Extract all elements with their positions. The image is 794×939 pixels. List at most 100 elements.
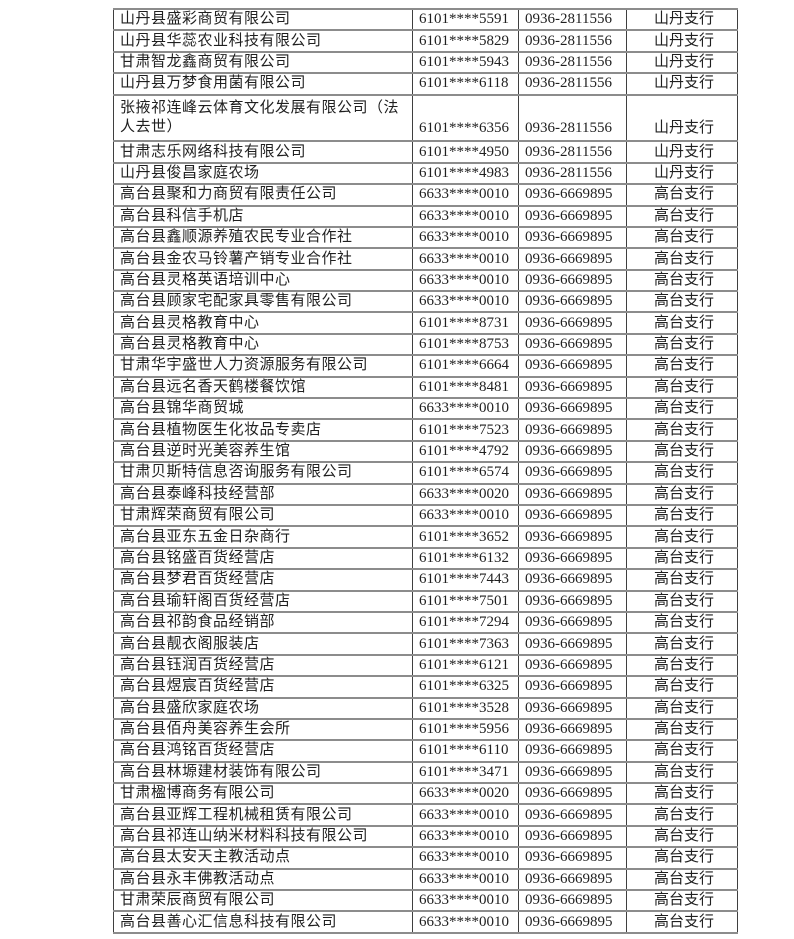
account-cell: 6101****3652 [412, 525, 519, 549]
company-name-cell: 张掖祁连峰云体育文化发展有限公司（法人去世） [113, 93, 413, 143]
company-name-cell: 高台县祁连山纳米材料科技有限公司 [113, 824, 413, 849]
company-name-cell: 甘肃楹博商务有限公司 [113, 782, 413, 806]
branch-cell: 山丹支行 [626, 161, 738, 186]
table-row: 高台县顾家宅配家具零售有限公司 6633****0010 0936-6669895 高… [113, 290, 738, 314]
table-row: 高台县善心汇信息科技有限公司 6633****0010 0936-6669895 高台… [113, 910, 738, 934]
table-row: 高台县亚辉工程机械租赁有限公司 6633****0010 0936-6669895 高… [113, 803, 738, 827]
account-cell: 6101****8731 [412, 311, 519, 335]
company-name-cell: 高台县亚东五金日杂商行 [113, 525, 413, 549]
branch-cell: 高台支行 [626, 717, 738, 742]
branch-cell: 高台支行 [626, 546, 738, 571]
phone-cell: 0936-6669895 [518, 332, 627, 357]
branch-cell: 高台支行 [626, 461, 738, 485]
company-name-cell: 山丹县盛彩商贸有限公司 [113, 7, 413, 32]
account-cell: 6633****0010 [412, 247, 519, 271]
branch-cell: 高台支行 [626, 696, 738, 720]
account-cell: 6633****0010 [412, 268, 519, 293]
account-cell: 6633****0010 [412, 290, 519, 314]
account-cell: 6101****7523 [412, 418, 519, 442]
phone-cell: 0936-6669895 [518, 546, 627, 571]
account-cell: 6633****0010 [412, 846, 519, 870]
company-name-cell: 高台县盛欣家庭农场 [113, 696, 413, 720]
branch-cell: 高台支行 [626, 397, 738, 421]
phone-cell: 0936-2811556 [518, 161, 627, 186]
branch-cell: 高台支行 [626, 204, 738, 228]
company-name-cell: 山丹县华蕊农业科技有限公司 [113, 29, 413, 53]
branch-cell: 高台支行 [626, 889, 738, 913]
company-name-cell: 高台县锦华商贸城 [113, 397, 413, 421]
account-cell: 6101****5943 [412, 50, 519, 75]
account-cell: 6101****3471 [412, 760, 519, 785]
company-name-cell: 高台县太安天主教活动点 [113, 846, 413, 870]
table-row: 高台县植物医生化妆品专卖店 6101****7523 0936-6669895 高台支… [113, 418, 738, 442]
phone-cell: 0936-2811556 [518, 29, 627, 53]
table-row: 高台县灵格教育中心 6101****8731 0936-6669895 高台支行 [113, 311, 738, 335]
phone-cell: 0936-6669895 [518, 739, 627, 763]
account-cell: 6101****6110 [412, 739, 519, 763]
phone-cell: 0936-2811556 [518, 50, 627, 75]
table-row: 高台县鸿铭百货经营店 6101****6110 0936-6669895 高台支行 [113, 739, 738, 763]
account-cell: 6101****4983 [412, 161, 519, 186]
phone-cell: 0936-6669895 [518, 354, 627, 378]
phone-cell: 0936-2811556 [518, 140, 627, 164]
account-cell: 6633****0020 [412, 482, 519, 507]
branch-cell: 高台支行 [626, 183, 738, 207]
table-row: 甘肃华宇盛世人力资源服务有限公司 6101****6664 0936-6669895… [113, 354, 738, 378]
company-name-cell: 高台县永丰佛教活动点 [113, 867, 413, 892]
phone-cell: 0936-6669895 [518, 290, 627, 314]
branch-cell: 高台支行 [626, 653, 738, 678]
company-name-cell: 高台县科信手机店 [113, 204, 413, 228]
company-name-cell: 高台县泰峰科技经营部 [113, 482, 413, 507]
company-name-cell: 高台县灵格教育中心 [113, 311, 413, 335]
table-row: 高台县逆时光美容养生馆 6101****4792 0936-6669895 高台支行 [113, 439, 738, 464]
branch-cell: 高台支行 [626, 867, 738, 892]
account-cell: 6633****0010 [412, 503, 519, 528]
account-cell: 6101****4950 [412, 140, 519, 164]
table-row: 山丹县万梦食用菌有限公司 6101****6118 0936-2811556 山丹支行 [113, 72, 738, 96]
company-name-cell: 高台县灵格英语培训中心 [113, 268, 413, 293]
table-row: 高台县锦华商贸城 6633****0010 0936-6669895 高台支行 [113, 397, 738, 421]
account-cell: 6101****5829 [412, 29, 519, 53]
table-row: 高台县太安天主教活动点 6633****0010 0936-6669895 高台支行 [113, 846, 738, 870]
branch-cell: 高台支行 [626, 610, 738, 635]
company-name-cell: 甘肃智龙鑫商贸有限公司 [113, 50, 413, 75]
phone-cell: 0936-2811556 [518, 7, 627, 32]
table-row: 高台县科信手机店 6633****0010 0936-6669895 高台支行 [113, 204, 738, 228]
table-row: 高台县林塬建材装饰有限公司 6101****3471 0936-6669895 高台支… [113, 760, 738, 785]
phone-cell: 0936-6669895 [518, 247, 627, 271]
phone-cell: 0936-2811556 [518, 93, 627, 143]
branch-cell: 高台支行 [626, 589, 738, 613]
company-name-cell: 高台县顾家宅配家具零售有限公司 [113, 290, 413, 314]
phone-cell: 0936-6669895 [518, 846, 627, 870]
account-cell: 6101****6574 [412, 461, 519, 485]
company-name-cell: 高台县鸿铭百货经营店 [113, 739, 413, 763]
branch-cell: 高台支行 [626, 675, 738, 699]
account-cell: 6101****7443 [412, 568, 519, 592]
company-name-cell: 高台县植物医生化妆品专卖店 [113, 418, 413, 442]
branch-cell: 高台支行 [626, 332, 738, 357]
phone-cell: 0936-6669895 [518, 910, 627, 934]
branch-cell: 山丹支行 [626, 140, 738, 164]
branch-cell: 高台支行 [626, 354, 738, 378]
account-cell: 6101****6118 [412, 72, 519, 96]
table-row: 高台县佰舟美容养生会所 6101****5956 0936-6669895 高台支行 [113, 717, 738, 742]
company-name-cell: 高台县亚辉工程机械租赁有限公司 [113, 803, 413, 827]
branch-cell: 高台支行 [626, 632, 738, 656]
phone-cell: 0936-6669895 [518, 867, 627, 892]
phone-cell: 0936-6669895 [518, 375, 627, 400]
table-row: 甘肃辉荣商贸有限公司 6633****0010 0936-6669895 高台支行 [113, 503, 738, 528]
branch-cell: 高台支行 [626, 910, 738, 934]
table-row: 高台县亚东五金日杂商行 6101****3652 0936-6669895 高台支行 [113, 525, 738, 549]
company-name-cell: 甘肃贝斯特信息咨询服务有限公司 [113, 461, 413, 485]
table-row: 甘肃楹博商务有限公司 6633****0020 0936-6669895 高台支行 [113, 782, 738, 806]
branch-cell: 山丹支行 [626, 50, 738, 75]
account-cell: 6633****0010 [412, 910, 519, 934]
merchant-table: 山丹县盛彩商贸有限公司 6101****5591 0936-2811556 山丹支行山… [113, 7, 738, 934]
table-row: 山丹县俊昌家庭农场 6101****4983 0936-2811556 山丹支行 [113, 161, 738, 186]
phone-cell: 0936-6669895 [518, 225, 627, 250]
phone-cell: 0936-6669895 [518, 311, 627, 335]
table-row: 山丹县盛彩商贸有限公司 6101****5591 0936-2811556 山丹支行 [113, 7, 738, 32]
company-name-cell: 甘肃辉荣商贸有限公司 [113, 503, 413, 528]
branch-cell: 高台支行 [626, 503, 738, 528]
branch-cell: 高台支行 [626, 311, 738, 335]
